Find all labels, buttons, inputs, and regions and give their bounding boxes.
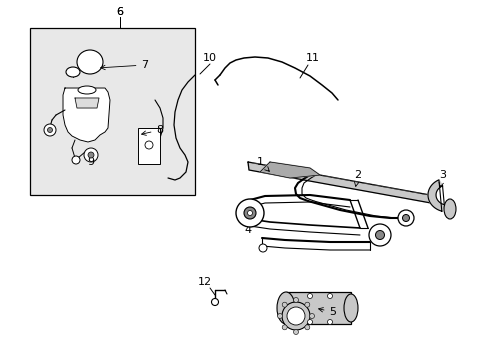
Ellipse shape (327, 293, 332, 298)
Text: 3: 3 (438, 170, 446, 187)
Ellipse shape (66, 67, 80, 77)
Ellipse shape (307, 293, 312, 298)
Text: 1: 1 (256, 157, 269, 171)
Ellipse shape (304, 302, 309, 307)
Polygon shape (75, 98, 99, 108)
Ellipse shape (44, 124, 56, 136)
Bar (30, 28, 195, 195)
Ellipse shape (211, 298, 218, 306)
Bar (285, 292, 350, 324)
Ellipse shape (307, 320, 312, 324)
Polygon shape (63, 88, 110, 142)
Polygon shape (247, 162, 430, 203)
Ellipse shape (293, 297, 298, 302)
Ellipse shape (309, 314, 314, 319)
Text: 12: 12 (198, 277, 212, 287)
Polygon shape (260, 162, 319, 178)
Ellipse shape (145, 141, 153, 149)
Bar (138, 128, 160, 164)
Ellipse shape (343, 294, 357, 322)
Ellipse shape (368, 224, 390, 246)
Text: 11: 11 (305, 53, 319, 63)
Ellipse shape (47, 127, 52, 132)
Ellipse shape (402, 215, 408, 221)
Text: 4: 4 (244, 219, 254, 235)
Text: 5: 5 (318, 307, 336, 317)
Ellipse shape (293, 329, 298, 334)
Ellipse shape (277, 314, 282, 319)
Ellipse shape (397, 210, 413, 226)
Ellipse shape (236, 199, 264, 227)
Ellipse shape (88, 152, 94, 158)
Ellipse shape (286, 307, 305, 325)
Ellipse shape (327, 320, 332, 324)
Polygon shape (427, 180, 444, 211)
Text: 7: 7 (101, 60, 148, 70)
Ellipse shape (259, 244, 266, 252)
Text: 6: 6 (116, 7, 123, 17)
Ellipse shape (282, 302, 286, 307)
Ellipse shape (375, 230, 384, 239)
Ellipse shape (84, 148, 98, 162)
Text: 6: 6 (116, 7, 123, 17)
Ellipse shape (244, 207, 256, 219)
Text: 9: 9 (87, 157, 94, 167)
Ellipse shape (78, 86, 96, 94)
Ellipse shape (282, 302, 309, 330)
Text: 10: 10 (203, 53, 217, 63)
Ellipse shape (282, 325, 286, 330)
Ellipse shape (77, 50, 103, 74)
Ellipse shape (72, 156, 80, 164)
Ellipse shape (276, 292, 294, 324)
Text: 8: 8 (142, 125, 163, 135)
Text: 2: 2 (354, 170, 361, 186)
Ellipse shape (247, 211, 252, 216)
Ellipse shape (304, 325, 309, 330)
Ellipse shape (443, 199, 455, 219)
